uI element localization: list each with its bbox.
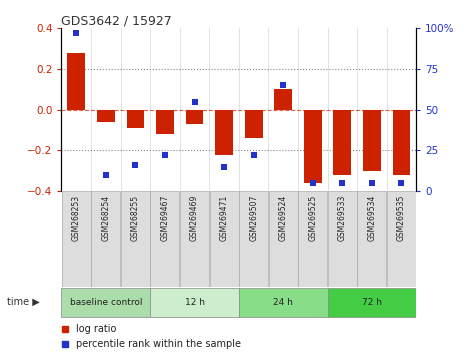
- Bar: [121, 191, 150, 287]
- Point: [191, 99, 198, 104]
- Text: GSM268255: GSM268255: [131, 195, 140, 241]
- Bar: [298, 191, 327, 287]
- Bar: [185, 110, 203, 124]
- Bar: [274, 89, 292, 110]
- Text: 72 h: 72 h: [362, 297, 382, 307]
- Point: [280, 82, 287, 88]
- Bar: [126, 110, 144, 128]
- Text: percentile rank within the sample: percentile rank within the sample: [76, 339, 241, 349]
- Text: GSM269535: GSM269535: [397, 195, 406, 241]
- Bar: [62, 191, 91, 287]
- Text: GSM268253: GSM268253: [72, 195, 81, 241]
- Bar: [387, 191, 416, 287]
- Text: time ▶: time ▶: [7, 297, 40, 307]
- Point: [368, 180, 376, 186]
- Bar: [97, 110, 114, 122]
- Text: GSM269525: GSM269525: [308, 195, 317, 241]
- Text: log ratio: log ratio: [76, 324, 116, 333]
- Bar: [61, 288, 150, 317]
- Text: GSM269533: GSM269533: [338, 195, 347, 241]
- Text: GSM269524: GSM269524: [279, 195, 288, 241]
- Bar: [333, 110, 351, 175]
- Text: GSM268254: GSM268254: [101, 195, 110, 241]
- Bar: [150, 288, 239, 317]
- Point: [131, 162, 139, 168]
- Bar: [304, 110, 322, 183]
- Text: GSM269507: GSM269507: [249, 195, 258, 241]
- Bar: [245, 110, 263, 138]
- Bar: [215, 110, 233, 154]
- Bar: [180, 191, 209, 287]
- Text: GDS3642 / 15927: GDS3642 / 15927: [61, 14, 172, 27]
- Bar: [239, 288, 327, 317]
- Bar: [358, 191, 386, 287]
- Bar: [156, 110, 174, 134]
- Text: GSM269534: GSM269534: [368, 195, 377, 241]
- Bar: [393, 110, 410, 175]
- Bar: [150, 191, 179, 287]
- Bar: [327, 288, 416, 317]
- Bar: [363, 110, 381, 171]
- Text: 24 h: 24 h: [273, 297, 293, 307]
- Bar: [67, 53, 85, 110]
- Text: 12 h: 12 h: [184, 297, 204, 307]
- Text: GSM269467: GSM269467: [160, 195, 169, 241]
- Bar: [269, 191, 298, 287]
- Text: baseline control: baseline control: [70, 297, 142, 307]
- Point: [250, 153, 257, 158]
- Point: [161, 153, 169, 158]
- Point: [309, 180, 316, 186]
- Point: [72, 30, 80, 36]
- Point: [220, 164, 228, 170]
- Point: [102, 172, 110, 178]
- Text: GSM269469: GSM269469: [190, 195, 199, 241]
- Bar: [239, 191, 268, 287]
- Bar: [210, 191, 238, 287]
- Bar: [91, 191, 120, 287]
- Text: GSM269471: GSM269471: [219, 195, 228, 241]
- Point: [339, 180, 346, 186]
- Point: [398, 180, 405, 186]
- Bar: [328, 191, 357, 287]
